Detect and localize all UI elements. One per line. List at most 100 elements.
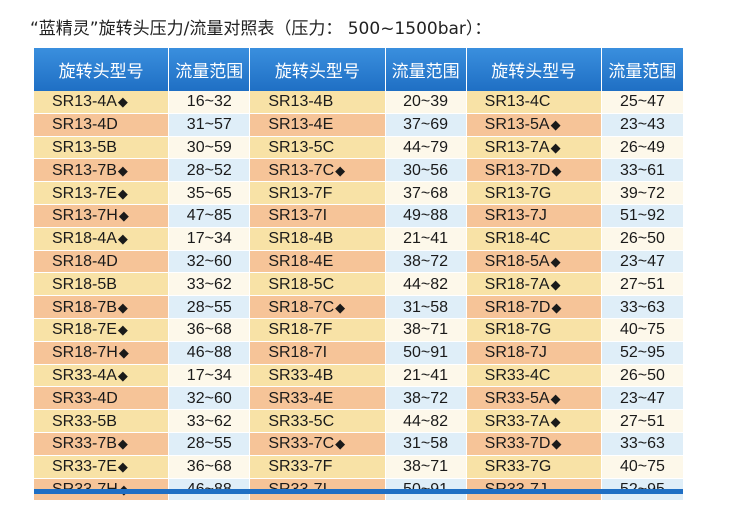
table-row: SR18-5B 33~62 SR18-5C 44~82 SR18-7A◆ 27~51 [34, 273, 683, 297]
flow-range-cell: 28~55 [169, 432, 251, 456]
flow-range-cell: 33~62 [169, 410, 251, 433]
model-name: SR13-7H [52, 207, 118, 225]
flow-range-cell: 33~63 [601, 296, 683, 319]
diamond-marker-icon: ◆ [117, 162, 128, 178]
table-row: SR13-5B 30~59 SR13-5C 44~79 SR13-7A◆ 26~49 [34, 136, 683, 160]
model-name: SR13-4D [52, 116, 118, 134]
diamond-marker-icon: ◆ [117, 231, 128, 247]
model-cell: SR33-7A◆ [466, 410, 602, 433]
model-cell: SR13-5B [34, 136, 170, 160]
model-cell: SR33-7G [466, 455, 602, 479]
model-name: SR18-7A [484, 275, 550, 293]
flow-range-cell: 39~72 [601, 182, 683, 205]
table-bottom-bar [34, 489, 683, 494]
flow-range-cell: 47~85 [169, 204, 251, 228]
model-name: SR18-7B [52, 298, 117, 316]
model-cell: SR18-7B◆ [34, 296, 170, 319]
diamond-marker-icon: ◆ [550, 390, 561, 406]
flow-range-cell: 17~34 [169, 227, 251, 251]
model-name: SR33-4E [268, 389, 334, 407]
flow-range-cell: 26~49 [601, 136, 683, 160]
table-caption: “蓝精灵”旋转头压力/流量对照表（压力： 500~1500bar）： [30, 19, 492, 39]
flow-range-cell: 38~72 [385, 250, 467, 274]
diamond-marker-icon: ◆ [335, 299, 346, 315]
flow-range-cell: 26~50 [601, 227, 683, 251]
model-name: SR33-7C [268, 435, 335, 453]
flow-range-cell: 21~41 [385, 227, 467, 251]
model-cell: SR18-5C [250, 273, 386, 297]
model-cell: SR13-7B◆ [34, 159, 170, 183]
flow-range-cell: 33~62 [169, 273, 251, 297]
model-cell: SR18-7G [466, 318, 602, 342]
model-cell: SR18-7J [466, 341, 602, 365]
diamond-marker-icon: ◆ [551, 162, 562, 178]
table-row: SR18-7E◆ 36~68 SR18-7F 38~71 SR18-7G 40~75 [34, 318, 683, 342]
flow-range-cell: 37~69 [385, 113, 467, 137]
model-name: SR18-5A [484, 252, 550, 270]
model-name: SR18-7I [268, 344, 328, 362]
table-row: SR18-7H◆ 46~88 SR18-7I 50~91 SR18-7J 52~95 [34, 341, 683, 365]
table-row: SR33-4A◆ 17~34 SR33-4B 21~41 SR33-4C 26~50 [34, 364, 683, 388]
model-cell: SR33-7B◆ [34, 432, 170, 456]
model-cell: SR13-7C◆ [250, 159, 386, 183]
flow-range-cell: 46~88 [169, 341, 251, 365]
diamond-marker-icon: ◆ [117, 436, 128, 452]
table-row: SR33-7B◆ 28~55 SR33-7C◆ 31~58 SR33-7D ◆ 33~63 [34, 432, 683, 456]
table-row: SR18-7B◆ 28~55 SR18-7C◆ 31~58 SR18-7D◆ 33~63 [34, 296, 683, 319]
table-row: SR18-4D 32~60 SR18-4E 38~72 SR18-5A◆ 23~47 [34, 250, 683, 274]
diamond-marker-icon: ◆ [118, 345, 129, 361]
flow-range-cell: 21~41 [385, 364, 467, 388]
model-cell: SR18-7C◆ [250, 296, 386, 319]
flow-range-cell: 31~58 [385, 432, 467, 456]
flow-range-cell: 28~55 [169, 296, 251, 319]
table-row: SR13-7B◆ 28~52 SR13-7C◆ 30~56 SR13-7D◆ 33~61 [34, 159, 683, 183]
model-name: SR13-7C [268, 161, 335, 179]
table-row: SR13-7E◆ 35~65 SR13-7F 37~68 SR13-7G 39~72 [34, 182, 683, 205]
diamond-marker-icon: ◆ [117, 299, 128, 315]
model-cell: SR33-4D [34, 387, 170, 411]
model-name: SR18-5B [52, 275, 117, 293]
flow-range-cell: 38~71 [385, 318, 467, 342]
flow-range-cell: 30~59 [169, 136, 251, 160]
model-name: SR18-4A [52, 230, 117, 248]
model-name: SR18-7D [484, 298, 551, 316]
model-name: SR33-5B [52, 412, 117, 430]
model-cell: SR18-4C [466, 227, 602, 251]
flow-range-cell: 52~95 [601, 341, 683, 365]
flow-range-cell: 32~60 [169, 250, 251, 274]
model-cell: SR13-7G [466, 182, 602, 205]
model-cell: SR13-4E [250, 113, 386, 137]
model-cell: SR18-7I [250, 341, 386, 365]
model-name: SR18-5C [268, 275, 335, 293]
model-name: SR33-7D [484, 435, 551, 453]
model-name: SR18-4D [52, 252, 118, 270]
model-name: SR18-4C [484, 230, 551, 248]
pressure-flow-table-container: 旋转头型号 流量范围 旋转头型号 流量范围 旋转头型号 流量范围 SR13-4A… [34, 48, 683, 502]
model-name: SR13-7D [484, 161, 551, 179]
header-flow-col-3: 流量范围 [601, 48, 683, 91]
model-cell: SR13-7F [250, 182, 386, 205]
flow-range-cell: 27~51 [601, 410, 683, 433]
flow-range-cell: 33~63 [601, 432, 683, 456]
flow-range-cell: 44~82 [385, 410, 467, 433]
model-name: SR18-7F [268, 321, 333, 339]
table-row: SR18-4A◆ 17~34 SR18-4B 21~41 SR18-4C 26~50 [34, 227, 683, 251]
model-cell: SR18-7F [250, 318, 386, 342]
flow-range-cell: 38~71 [385, 455, 467, 479]
model-cell: SR33-4B [250, 364, 386, 388]
model-name: SR13-7A [484, 138, 550, 156]
flow-range-cell: 49~88 [385, 204, 467, 228]
model-cell: SR13-5A◆ [466, 113, 602, 137]
model-name: SR13-5B [52, 138, 117, 156]
model-cell: SR18-4E [250, 250, 386, 274]
flow-range-cell: 25~47 [601, 91, 683, 114]
model-name: SR13-7F [268, 184, 333, 202]
model-cell: SR33-7C◆ [250, 432, 386, 456]
model-name: SR13-7E [52, 184, 117, 202]
header-flow-col-2: 流量范围 [385, 48, 467, 91]
diamond-marker-icon: ◆ [117, 459, 128, 475]
diamond-marker-icon: ◆ [550, 139, 561, 155]
model-cell: SR13-7H◆ [34, 204, 170, 228]
table-body: SR13-4A◆ 16~32 SR13-4B 20~39 SR13-4C 25~47 SR1… [34, 91, 683, 502]
model-name: SR18-4B [268, 230, 334, 248]
